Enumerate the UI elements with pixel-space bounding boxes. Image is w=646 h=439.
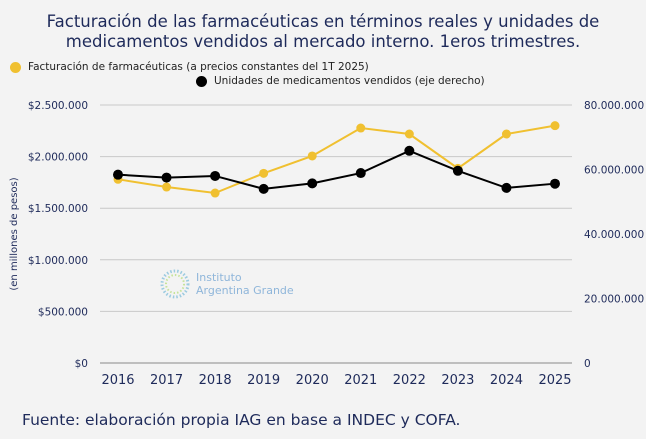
data-point-0 [259, 168, 269, 178]
y-tick-label: $1.500.000 [28, 203, 88, 215]
x-tick-label: 2024 [490, 373, 523, 388]
x-tick-label: 2018 [199, 373, 232, 388]
y2-tick-label: 20.000.000 [584, 294, 644, 306]
legend-item-facturacion: Facturación de farmacéuticas (a precios … [10, 61, 369, 73]
y2-tick-label: 40.000.000 [584, 229, 644, 241]
y-tick-label: $2.500.000 [28, 100, 88, 112]
y2-tick-label: 80.000.000 [584, 100, 644, 112]
data-point-1 [550, 178, 560, 189]
y2-tick-label: 0 [584, 358, 591, 370]
y-axis-label: (en millones de pesos) [9, 177, 20, 290]
x-tick-label: 2021 [344, 373, 377, 388]
data-point-1 [501, 182, 512, 193]
x-tick-label: 2019 [247, 373, 280, 388]
logo: Instituto Argentina Grande [160, 266, 294, 302]
data-point-1 [210, 170, 221, 181]
plot-area: (en millones de pesos) $0 $500.000 $1.000.… [9, 100, 644, 388]
data-point-0 [307, 151, 317, 161]
data-point-1 [161, 172, 172, 183]
data-point-1 [404, 145, 415, 156]
x-tick-label: 2025 [538, 373, 571, 388]
data-point-0 [162, 182, 172, 192]
series-line-1 [117, 149, 556, 190]
data-point-1 [258, 183, 269, 194]
legend-marker-black [196, 75, 207, 87]
source-note: Fuente: elaboración propia IAG en base a… [22, 411, 461, 429]
x-tick-label: 2022 [393, 373, 426, 388]
data-point-0 [356, 123, 366, 133]
legend-label: Unidades de medicamentos vendidos (eje d… [214, 75, 485, 87]
data-point-0 [210, 188, 220, 198]
x-tick-label: 2023 [441, 373, 474, 388]
x-tick-label: 2017 [150, 373, 183, 388]
y-tick-label: $500.000 [38, 306, 88, 318]
y2-tick-label: 60.000.000 [584, 165, 644, 177]
x-tick-label: 2016 [101, 373, 134, 388]
y-tick-label: $0 [75, 358, 88, 370]
legend-marker-gold [10, 61, 21, 73]
data-point-1 [355, 168, 366, 179]
y-tick-label: $1.000.000 [28, 255, 88, 267]
logo-line1: Instituto [196, 271, 242, 284]
series-line-0 [117, 124, 556, 195]
data-point-1 [307, 178, 318, 189]
y-tick-label: $2.000.000 [28, 152, 88, 164]
legend-item-unidades: Unidades de medicamentos vendidos (eje d… [196, 75, 485, 87]
data-point-0 [550, 121, 560, 131]
data-point-0 [404, 129, 414, 139]
data-point-1 [452, 165, 463, 176]
legend-label: Facturación de farmacéuticas (a precios … [28, 61, 369, 73]
logo-line2: Argentina Grande [196, 284, 294, 297]
logo-icon [160, 269, 190, 299]
chart-title: Facturación de las farmacéuticas en térm… [46, 12, 600, 51]
x-tick-label: 2020 [296, 373, 329, 388]
data-point-0 [501, 129, 511, 139]
data-point-1 [113, 169, 123, 180]
